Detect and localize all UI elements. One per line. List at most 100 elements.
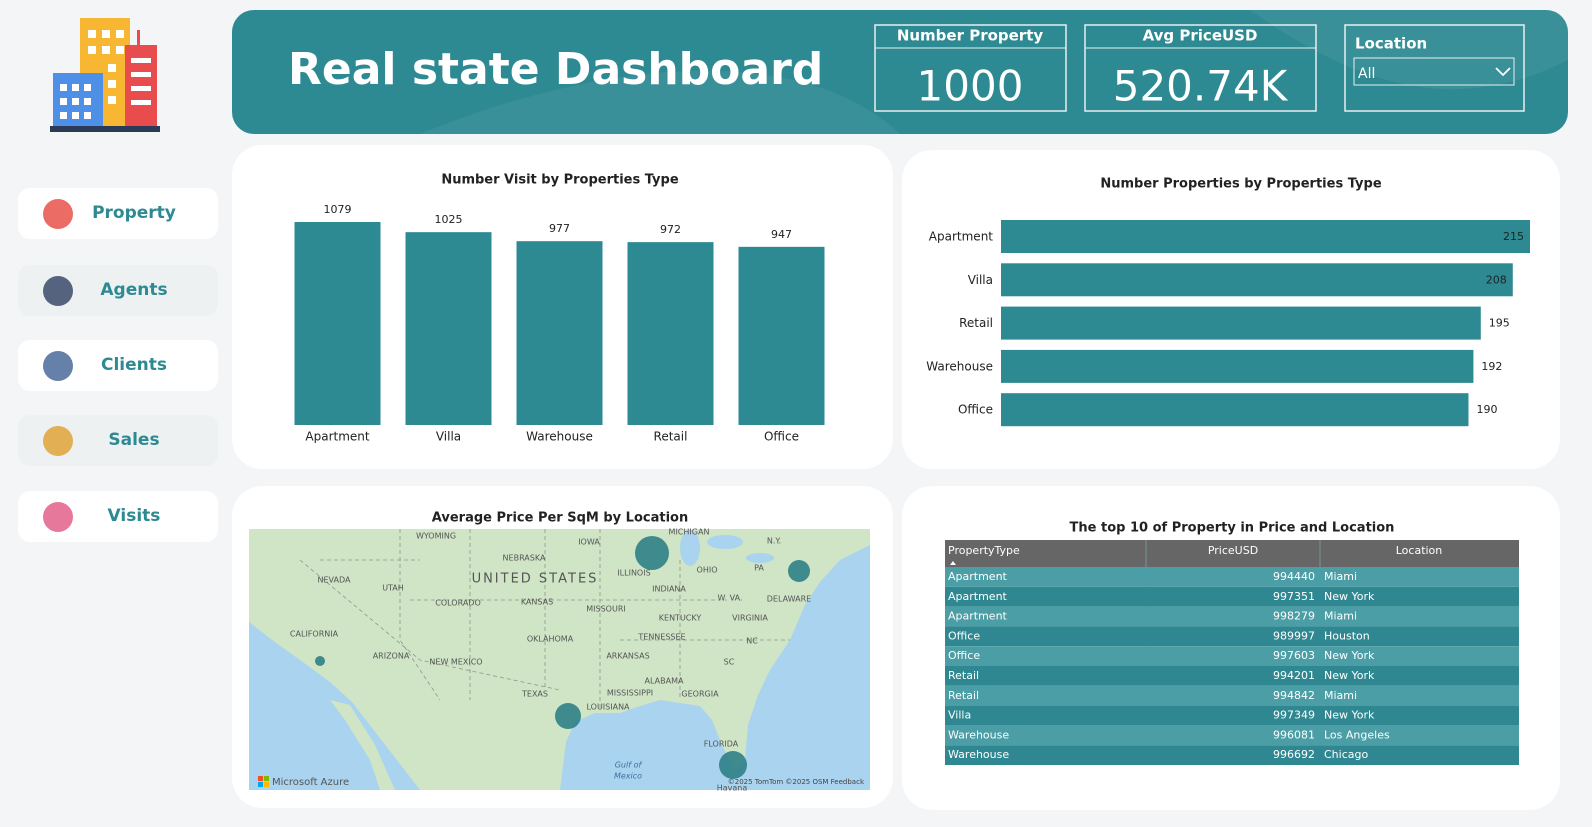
map-attribution: Microsoft Azure bbox=[272, 777, 349, 788]
kpi-label: Avg PriceUSD bbox=[1143, 27, 1258, 45]
kpi-number-property: Number Property 1000 bbox=[874, 24, 1067, 112]
map-label: WYOMING bbox=[416, 532, 456, 541]
kpi-value: 520.74K bbox=[1113, 62, 1289, 111]
table-cell: Apartment bbox=[948, 570, 1008, 583]
nav-icon bbox=[43, 276, 73, 306]
table-cell: 994842 bbox=[1273, 689, 1315, 702]
chart-title: Number Visit by Properties Type bbox=[441, 173, 679, 188]
map-label: ALABAMA bbox=[645, 677, 684, 686]
map-label: DELAWARE bbox=[767, 595, 811, 604]
table-cell: Chicago bbox=[1324, 748, 1368, 761]
table-cell: 989997 bbox=[1273, 629, 1315, 642]
data-label: 195 bbox=[1489, 317, 1510, 330]
table-cell: New York bbox=[1324, 590, 1375, 603]
sort-indicator bbox=[950, 561, 956, 565]
map bbox=[249, 529, 870, 790]
table-cell: Apartment bbox=[948, 610, 1008, 623]
map-label: Mexico bbox=[614, 772, 642, 781]
map-label: ARIZONA bbox=[373, 652, 410, 661]
bar bbox=[1001, 393, 1469, 427]
map-label: NC bbox=[746, 637, 758, 646]
map-label: GEORGIA bbox=[681, 690, 719, 699]
map-label: FLORIDA bbox=[704, 740, 739, 749]
table-title: The top 10 of Property in Price and Loca… bbox=[1070, 521, 1395, 536]
nav-button[interactable] bbox=[18, 340, 218, 391]
location-dropdown[interactable]: All bbox=[1353, 57, 1515, 86]
data-label: 192 bbox=[1481, 360, 1502, 373]
table-row bbox=[945, 705, 1519, 726]
map-label: CALIFORNIA bbox=[290, 630, 339, 639]
bar bbox=[1001, 263, 1513, 297]
bar bbox=[627, 242, 714, 425]
header-decor bbox=[1250, 10, 1568, 90]
nav-icon bbox=[43, 426, 73, 456]
table-cell: Villa bbox=[948, 709, 971, 722]
table-cell: 996081 bbox=[1273, 728, 1315, 741]
nav-label: Sales bbox=[108, 430, 159, 450]
map-label: UNITED STATES bbox=[472, 572, 599, 587]
bar bbox=[1001, 306, 1481, 340]
table-cell: Los Angeles bbox=[1324, 728, 1390, 741]
table-cell: New York bbox=[1324, 709, 1375, 722]
nav-button[interactable] bbox=[18, 415, 218, 466]
map-label: LOUISIANA bbox=[586, 703, 630, 712]
nav-button[interactable] bbox=[18, 265, 218, 316]
map-label: COLORADO bbox=[435, 599, 481, 608]
azure-logo bbox=[258, 776, 269, 787]
nav-icon bbox=[43, 199, 73, 229]
map-label: PA bbox=[754, 564, 764, 573]
header-decor bbox=[420, 70, 900, 134]
nav-button[interactable] bbox=[18, 188, 218, 239]
y-tick-label: Retail bbox=[959, 316, 993, 330]
map-label: Havana bbox=[717, 784, 748, 793]
table-cell: 997351 bbox=[1273, 590, 1315, 603]
nav-icon bbox=[43, 502, 73, 532]
map-label: KENTUCKY bbox=[659, 614, 702, 623]
map-label: ARKANSAS bbox=[606, 652, 649, 661]
location-filter: Location All bbox=[1344, 24, 1525, 112]
table-row bbox=[945, 725, 1519, 746]
map-label: SC bbox=[724, 658, 735, 667]
table-cell: Miami bbox=[1324, 610, 1357, 623]
data-label: 977 bbox=[549, 222, 570, 235]
map-label: INDIANA bbox=[652, 585, 686, 594]
map-label: NEBRASKA bbox=[503, 554, 546, 563]
map-label: ILLINOIS bbox=[617, 569, 650, 578]
table-cell: 997603 bbox=[1273, 649, 1315, 662]
table-cell: 997349 bbox=[1273, 709, 1315, 722]
data-label: 972 bbox=[660, 223, 681, 236]
column-header: PropertyType bbox=[948, 544, 1020, 557]
nav-label: Property bbox=[92, 203, 176, 223]
table-cell: Office bbox=[948, 629, 980, 642]
x-tick-label: Office bbox=[764, 430, 799, 444]
table-row bbox=[945, 586, 1519, 607]
table-row bbox=[945, 685, 1519, 706]
data-label: 1025 bbox=[435, 213, 463, 226]
nav-button[interactable] bbox=[18, 491, 218, 542]
table-cell: Warehouse bbox=[948, 748, 1009, 761]
kpi-label: Number Property bbox=[897, 27, 1044, 45]
bar bbox=[738, 246, 825, 425]
bar bbox=[405, 232, 492, 425]
nav-label: Visits bbox=[108, 506, 161, 526]
column-header: PriceUSD bbox=[1208, 544, 1258, 557]
column-header: Location bbox=[1396, 544, 1443, 557]
table-row bbox=[945, 745, 1519, 765]
map-label: UTAH bbox=[382, 584, 404, 593]
map-label: W. VA. bbox=[718, 594, 743, 603]
data-label: 1079 bbox=[324, 203, 352, 216]
map-label: VIRGINIA bbox=[732, 614, 768, 623]
data-label: 190 bbox=[1476, 403, 1497, 416]
map-label: MICHIGAN bbox=[669, 528, 710, 537]
bar bbox=[1001, 220, 1530, 253]
table-cell: Miami bbox=[1324, 570, 1357, 583]
data-label: 208 bbox=[1486, 273, 1507, 286]
bar bbox=[294, 222, 381, 425]
nav-label: Clients bbox=[101, 355, 167, 375]
table-cell: 994201 bbox=[1273, 669, 1315, 682]
map-label: OKLAHOMA bbox=[527, 635, 574, 644]
map-label: IOWA bbox=[578, 538, 600, 547]
map-label: NEVADA bbox=[318, 576, 351, 585]
